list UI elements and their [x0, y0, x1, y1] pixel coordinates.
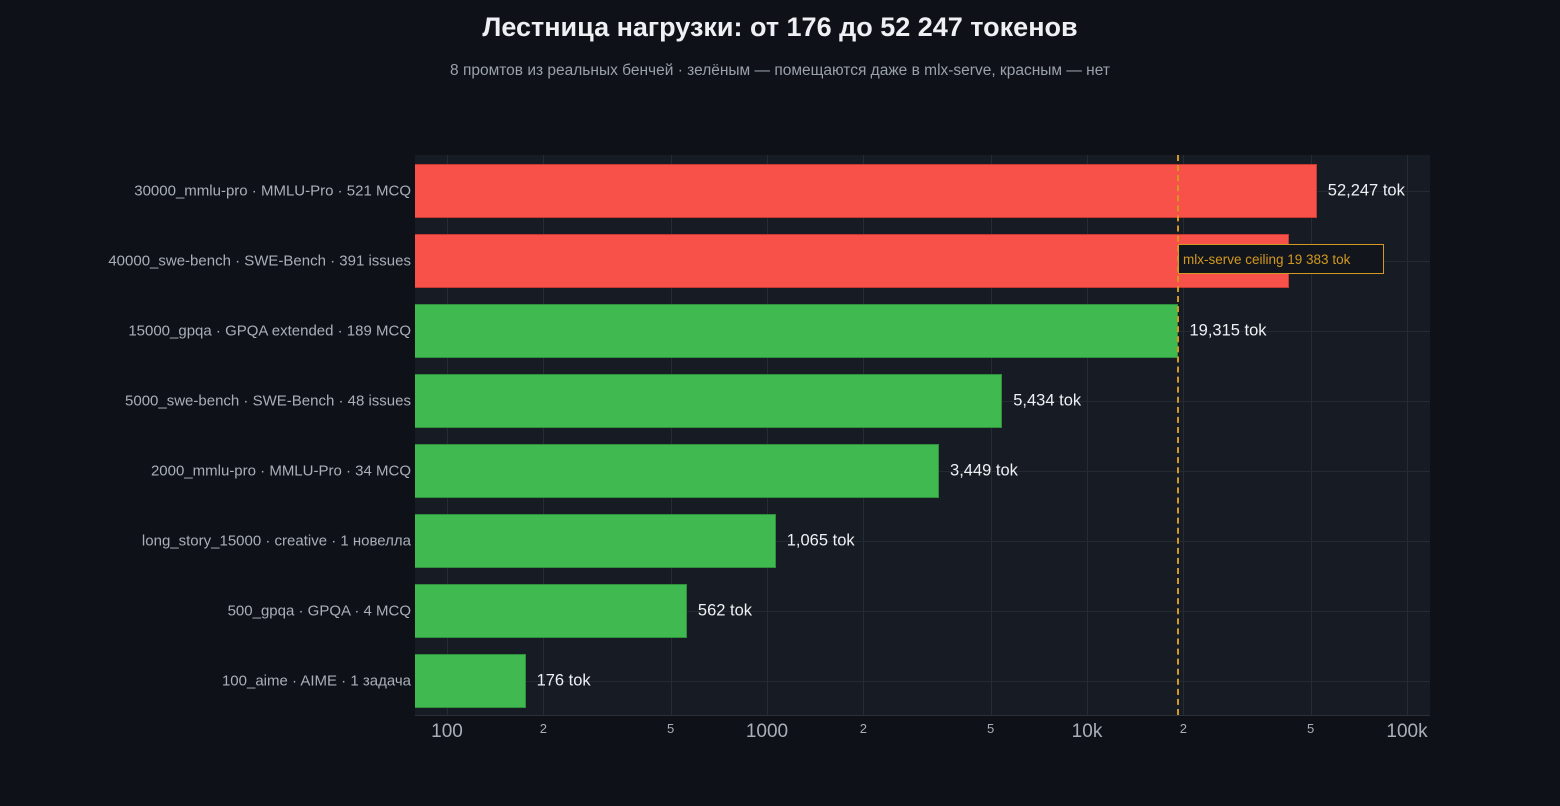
bar-value-label: 19,315 tok [1189, 321, 1267, 340]
vertical-gridline [1407, 155, 1408, 715]
y-category-label: 40000_swe-bench · SWE-Bench · 391 issues [108, 252, 411, 270]
horizontal-gridline [415, 611, 1430, 612]
bar-0[interactable] [415, 164, 1317, 218]
chart-title: Лестница нагрузки: от 176 до 52 247 токе… [482, 12, 1078, 42]
x-tick-label: 5 [987, 721, 995, 736]
vertical-gridline [767, 155, 768, 715]
bar-3[interactable] [415, 374, 1003, 428]
vertical-gridline [1183, 155, 1185, 715]
x-tick-label: 100 [431, 721, 463, 742]
x-tick-label: 10k [1071, 721, 1103, 742]
ceiling-annotation: mlx-serve ceiling 19 383 tok [1178, 244, 1384, 274]
vertical-gridline [1310, 155, 1312, 715]
x-tick-label: 1000 [745, 721, 789, 742]
y-category-label: 15000_gpqa · GPQA extended · 189 MCQ [128, 322, 411, 340]
ceiling-line [1176, 155, 1179, 715]
bar-1[interactable] [415, 234, 1289, 288]
bar-2[interactable] [415, 304, 1179, 358]
x-tick-label: 5 [1307, 721, 1315, 736]
x-axis-line [415, 715, 1430, 716]
bar-6[interactable] [415, 584, 687, 638]
y-category-label: 30000_mmlu-pro · MMLU-Pro · 521 MCQ [134, 182, 411, 200]
y-category-label: long_story_15000 · creative · 1 новелла [141, 532, 411, 550]
vertical-gridline [543, 155, 545, 715]
bar-value-label: 3,449 tok [950, 461, 1018, 480]
x-tick-label: 5 [667, 721, 675, 736]
vertical-gridline [1087, 155, 1088, 715]
bar-value-label: 5,434 tok [1013, 391, 1082, 410]
horizontal-gridline [415, 541, 1430, 542]
bar-4[interactable] [415, 444, 940, 498]
y-category-label: 100_aime · AIME · 1 задача [221, 672, 411, 690]
bar-value-label: 562 tok [697, 601, 753, 620]
vertical-gridline [447, 155, 448, 715]
vertical-gridline [863, 155, 865, 715]
x-tick-label: 2 [539, 721, 547, 736]
bar-5[interactable] [415, 514, 776, 568]
x-tick-label: 100k [1386, 721, 1428, 742]
vertical-gridline [670, 155, 672, 715]
chart-subtitle: 8 промтов из реальных бенчей · зелёным —… [450, 62, 1110, 79]
x-tick-label: 2 [859, 721, 867, 736]
plot-area: 52,247 tok 19,315 tok 5,434 tok 3,449 tok 1,… [415, 155, 1430, 715]
vertical-gridline [990, 155, 992, 715]
bar-value-label: 176 tok [536, 671, 591, 690]
x-tick-label: 2 [1179, 721, 1187, 736]
y-category-label: 5000_swe-bench · SWE-Bench · 48 issues [125, 392, 411, 410]
bar-value-label: 1,065 tok [786, 531, 855, 550]
horizontal-gridline [415, 681, 1430, 682]
bar-7[interactable] [415, 654, 526, 708]
y-category-label: 500_gpqa · GPQA · 4 MCQ [227, 602, 411, 620]
y-category-label: 2000_mmlu-pro · MMLU-Pro · 34 MCQ [150, 462, 411, 480]
bar-value-label: 52,247 tok [1327, 181, 1405, 200]
